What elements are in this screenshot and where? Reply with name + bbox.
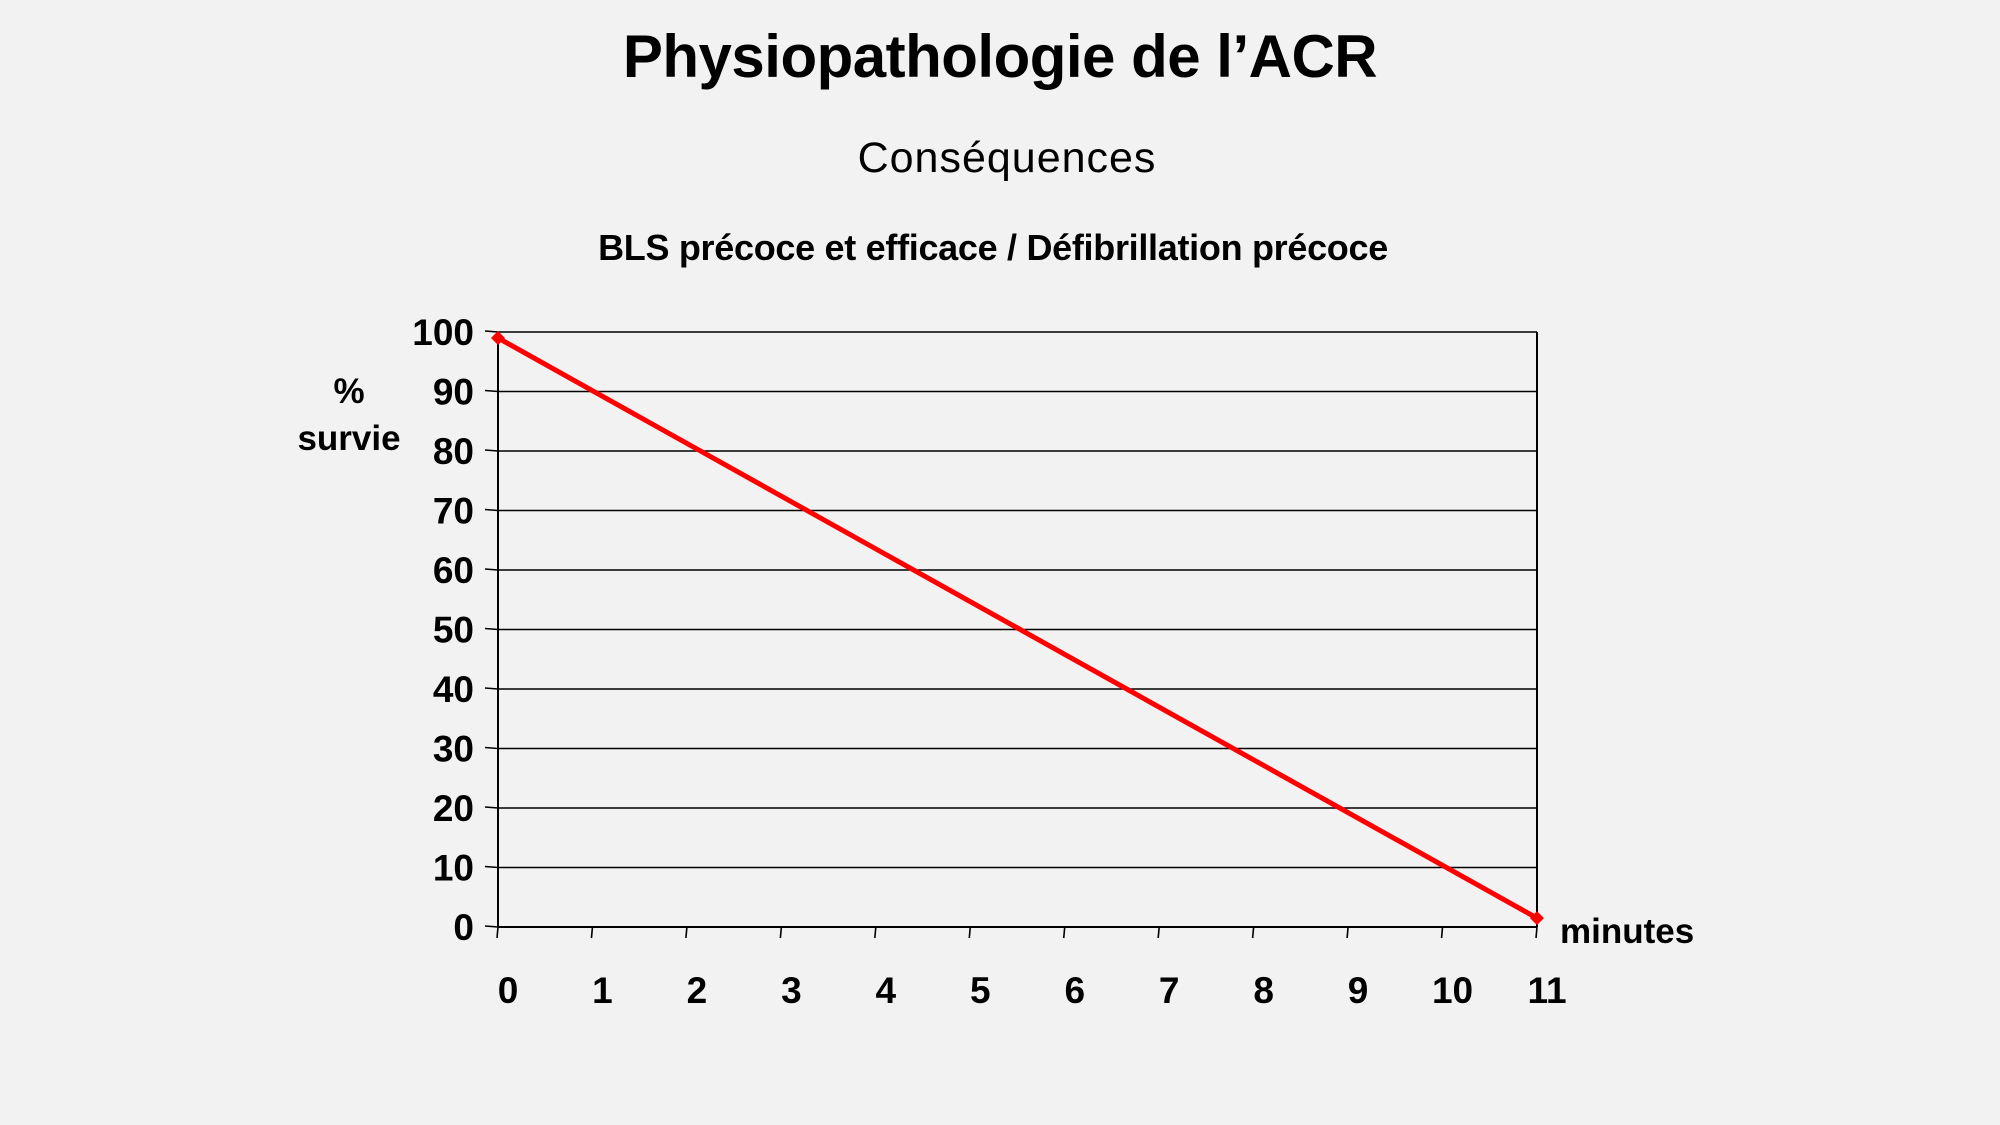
x-axis-tick-labels: 0 1 2 3 4 5 6 7 8 9 10 11 (498, 970, 1567, 1011)
x-tick-label: 8 (1253, 970, 1274, 1011)
y-tick (484, 330, 499, 333)
y-tick (484, 627, 499, 631)
x-tick (968, 926, 972, 939)
x-axis-label: minutes (1560, 912, 1694, 951)
y-tick-label: 100 (412, 312, 474, 353)
y-tick (484, 925, 499, 928)
axes (484, 330, 1538, 939)
diamond-marker (1530, 911, 1544, 926)
y-axis-label-line: % (333, 372, 364, 411)
x-tick (1157, 926, 1160, 939)
x-tick (874, 926, 877, 939)
x-tick-label: 0 (498, 970, 519, 1011)
x-tick (685, 926, 688, 939)
x-tick-label: 11 (1527, 970, 1566, 1011)
x-tick-label: 2 (687, 970, 708, 1011)
y-tick-label: 50 (433, 610, 474, 651)
y-axis-tick-labels: 0 10 20 30 40 50 60 70 80 90 100 (412, 312, 474, 948)
series-line (496, 335, 1539, 921)
y-tick (484, 746, 499, 750)
y-tick (484, 687, 499, 690)
section-subtitle: Conséquences (857, 134, 1157, 182)
x-tick (1062, 926, 1066, 939)
y-tick-label: 10 (433, 848, 474, 889)
x-tick-label: 4 (876, 970, 897, 1011)
x-tick-label: 1 (592, 970, 613, 1011)
y-tick-label: 90 (433, 372, 474, 413)
y-axis-label-line: survie (297, 419, 400, 458)
y-tick (484, 806, 499, 809)
gridlines (498, 331, 1537, 928)
y-tick-label: 60 (433, 550, 474, 591)
y-axis-label: % survie (297, 372, 400, 458)
x-tick (590, 926, 594, 939)
chart-title: BLS précoce et efficace / Défibrillation… (598, 227, 1388, 268)
y-tick (484, 568, 499, 571)
x-tick (1535, 926, 1538, 939)
y-tick-label: 70 (433, 491, 474, 532)
x-tick (496, 926, 499, 939)
x-tick (1251, 926, 1255, 939)
y-tick (484, 865, 499, 869)
x-tick (779, 926, 783, 939)
data-series (491, 330, 1544, 926)
x-tick-label: 5 (970, 970, 991, 1011)
y-tick-label: 40 (433, 669, 474, 710)
y-tick-label: 30 (433, 729, 474, 770)
y-tick-label: 0 (453, 907, 474, 948)
x-tick-label: 10 (1432, 970, 1473, 1011)
y-tick-label: 80 (433, 431, 474, 472)
x-tick-label: 3 (781, 970, 802, 1011)
slide-title: Physiopathologie de l’ACR (622, 23, 1378, 90)
x-tick-label: 6 (1064, 970, 1085, 1011)
x-tick-label: 7 (1159, 970, 1180, 1011)
y-tick (484, 389, 499, 393)
y-tick (484, 508, 499, 512)
y-tick-label: 20 (433, 788, 474, 829)
diamond-marker (491, 330, 505, 345)
x-tick-label: 9 (1348, 970, 1369, 1011)
y-tick (484, 449, 499, 452)
x-tick (1346, 926, 1349, 939)
x-tick (1440, 926, 1444, 939)
